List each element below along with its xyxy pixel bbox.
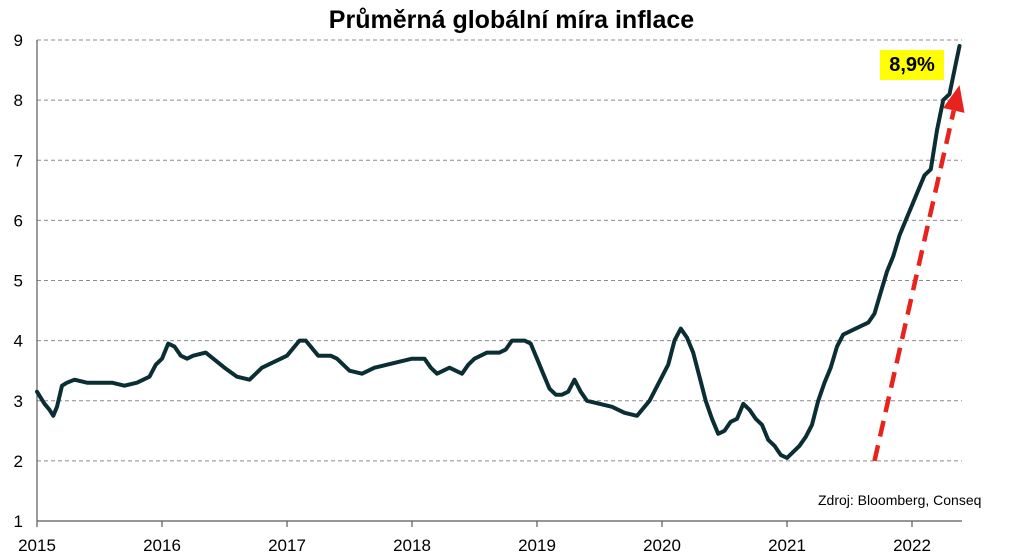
y-tick-label: 9 <box>14 31 23 50</box>
series-line <box>35 44 962 460</box>
inflation-series <box>35 44 962 460</box>
x-tick-label: 2015 <box>18 536 56 555</box>
y-tick-label: 4 <box>14 332 23 351</box>
y-tick-labels: 1 2 3 4 5 6 7 8 9 <box>14 31 23 531</box>
arrow-head <box>943 85 965 113</box>
last-value-callout: 8,9% <box>880 50 944 80</box>
y-tick-label: 5 <box>14 272 23 291</box>
axes <box>36 40 962 527</box>
y-tick-label: 7 <box>14 151 23 170</box>
y-tick-label: 1 <box>14 512 23 531</box>
x-tick-labels: 2015 2016 2017 2018 2019 2020 2021 2022 <box>18 536 931 555</box>
x-tick-label: 2016 <box>143 536 181 555</box>
x-tick-label: 2017 <box>268 536 306 555</box>
source-note: Zdroj: Bloomberg, Conseq <box>818 492 982 508</box>
trend-arrow <box>872 85 965 462</box>
x-tick-label: 2021 <box>768 536 806 555</box>
y-tick-label: 2 <box>14 452 23 471</box>
x-tick-label: 2018 <box>393 536 431 555</box>
x-tick-label: 2020 <box>643 536 681 555</box>
x-tick-label: 2022 <box>893 536 931 555</box>
gridlines <box>37 39 962 462</box>
chart-title: Průměrná globální míra inflace <box>328 6 695 34</box>
y-tick-label: 3 <box>14 392 23 411</box>
y-tick-label: 8 <box>14 91 23 110</box>
y-tick-label: 6 <box>14 211 23 230</box>
x-tick-label: 2019 <box>518 536 556 555</box>
arrow-shaft <box>872 109 956 462</box>
